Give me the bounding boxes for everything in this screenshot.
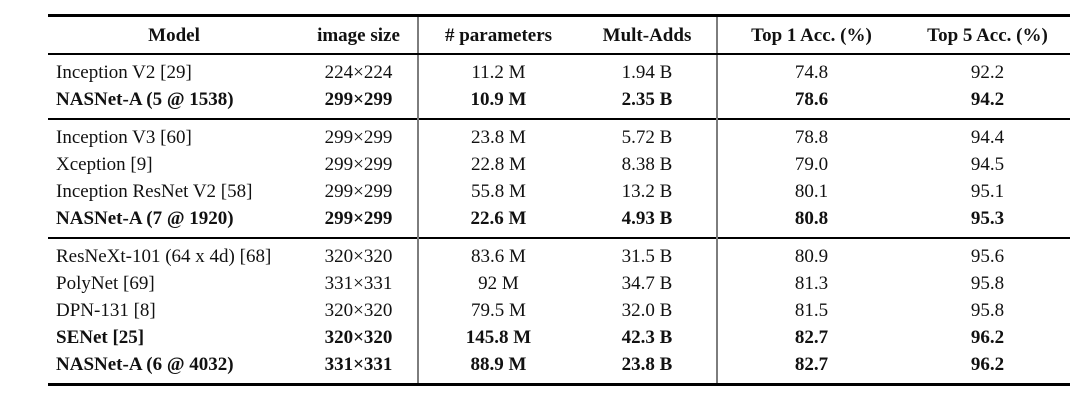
cell-model: NASNet-A (6 @ 4032) <box>56 354 234 375</box>
column-header-model: Model <box>48 15 300 55</box>
cell-image-size: 320×320 <box>300 297 419 324</box>
table-row: NASNet-A (5 @ 1538) 299×299 10.9 M 2.35 … <box>48 86 1070 119</box>
table-row: NASNet-A (7 @ 1920) 299×299 22.6 M 4.93 … <box>48 205 1070 238</box>
cell-mult-adds: 5.72 B <box>578 119 718 151</box>
cell-parameters: 83.6 M <box>471 246 526 267</box>
cell-mult-adds: 8.38 B <box>578 151 718 178</box>
cell-top1-acc: 82.7 <box>794 354 829 375</box>
cell-model: Inception ResNet V2 [58] <box>56 181 253 202</box>
table-header: Model image size # parameters Mult-Adds … <box>48 15 1070 55</box>
table-section-3: ResNeXt-101 (64 x 4d) [68] 320×320 83.6 … <box>48 238 1070 385</box>
cell-model: Xception [9] <box>56 154 153 175</box>
cell-parameters: 22.8 M <box>471 154 526 175</box>
column-header-top5-acc: Top 5 Acc. (%) <box>905 15 1070 55</box>
cell-image-size: 299×299 <box>300 178 419 205</box>
cell-top1-acc: 82.7 <box>794 327 829 348</box>
cell-mult-adds: 32.0 B <box>578 297 718 324</box>
cell-parameters: 79.5 M <box>471 300 526 321</box>
cell-top1-acc: 80.9 <box>794 246 829 267</box>
cell-model: DPN-131 [8] <box>56 300 156 321</box>
cell-image-size: 299×299 <box>300 119 419 151</box>
table-row: Xception [9] 299×299 22.8 M 8.38 B 79.0 … <box>48 151 1070 178</box>
column-header-mult-adds: Mult-Adds <box>578 15 718 55</box>
cell-mult-adds: 23.8 B <box>578 351 718 385</box>
table-row: PolyNet [69] 331×331 92 M 34.7 B 81.3 95… <box>48 270 1070 297</box>
cell-model: NASNet-A (7 @ 1920) <box>56 208 234 229</box>
table-row: Inception V3 [60] 299×299 23.8 M 5.72 B … <box>48 119 1070 151</box>
cell-top1-acc: 74.8 <box>794 62 829 83</box>
column-header-top1-acc: Top 1 Acc. (%) <box>717 15 905 55</box>
table-row: ResNeXt-101 (64 x 4d) [68] 320×320 83.6 … <box>48 238 1070 270</box>
cell-mult-adds: 13.2 B <box>578 178 718 205</box>
cell-top5-acc: 95.1 <box>970 181 1005 202</box>
cell-image-size: 331×331 <box>300 351 419 385</box>
table-row: SENet [25] 320×320 145.8 M 42.3 B 82.7 9… <box>48 324 1070 351</box>
cell-mult-adds: 4.93 B <box>578 205 718 238</box>
column-header-image-size: image size <box>300 15 419 55</box>
cell-top5-acc: 96.2 <box>970 327 1005 348</box>
cell-top1-acc: 81.5 <box>794 300 829 321</box>
cell-top5-acc: 94.4 <box>970 127 1005 148</box>
cell-image-size: 224×224 <box>300 54 419 86</box>
table-section-1: Inception V2 [29] 224×224 11.2 M 1.94 B … <box>48 54 1070 119</box>
cell-parameters: 23.8 M <box>471 127 526 148</box>
column-header-parameters: # parameters <box>418 15 578 55</box>
cell-top5-acc: 95.3 <box>970 208 1005 229</box>
cell-top1-acc: 79.0 <box>794 154 829 175</box>
cell-parameters: 145.8 M <box>465 327 532 348</box>
cell-model: Inception V3 [60] <box>56 127 192 148</box>
cell-top5-acc: 95.6 <box>970 246 1005 267</box>
cell-top5-acc: 95.8 <box>970 300 1005 321</box>
cell-top1-acc: 78.8 <box>794 127 829 148</box>
cell-parameters: 22.6 M <box>470 208 527 229</box>
cell-top1-acc: 78.6 <box>794 89 829 110</box>
cell-model: Inception V2 [29] <box>56 62 192 83</box>
cell-image-size: 320×320 <box>300 324 419 351</box>
cell-parameters: 55.8 M <box>471 181 526 202</box>
cell-image-size: 299×299 <box>300 86 419 119</box>
cell-top5-acc: 94.2 <box>970 89 1005 110</box>
cell-image-size: 299×299 <box>300 151 419 178</box>
cell-top5-acc: 94.5 <box>970 154 1005 175</box>
cell-mult-adds: 2.35 B <box>578 86 718 119</box>
cell-image-size: 320×320 <box>300 238 419 270</box>
cell-top1-acc: 80.1 <box>794 181 829 202</box>
cell-top5-acc: 96.2 <box>970 354 1005 375</box>
cell-top1-acc: 80.8 <box>794 208 829 229</box>
table-row: NASNet-A (6 @ 4032) 331×331 88.9 M 23.8 … <box>48 351 1070 385</box>
cell-image-size: 331×331 <box>300 270 419 297</box>
cell-top1-acc: 81.3 <box>794 273 829 294</box>
cell-mult-adds: 42.3 B <box>578 324 718 351</box>
cell-top5-acc: 95.8 <box>970 273 1005 294</box>
table-row: Inception V2 [29] 224×224 11.2 M 1.94 B … <box>48 54 1070 86</box>
table-section-2: Inception V3 [60] 299×299 23.8 M 5.72 B … <box>48 119 1070 238</box>
cell-model: SENet [25] <box>56 327 145 348</box>
cell-image-size: 299×299 <box>300 205 419 238</box>
header-row: Model image size # parameters Mult-Adds … <box>48 15 1070 55</box>
cell-parameters: 88.9 M <box>470 354 527 375</box>
table-row: DPN-131 [8] 320×320 79.5 M 32.0 B 81.5 9… <box>48 297 1070 324</box>
cell-parameters: 92 M <box>478 273 519 294</box>
cell-model: NASNet-A (5 @ 1538) <box>56 89 234 110</box>
cell-mult-adds: 34.7 B <box>578 270 718 297</box>
cell-model: ResNeXt-101 (64 x 4d) [68] <box>56 246 272 267</box>
model-comparison-table: Model image size # parameters Mult-Adds … <box>48 14 1070 386</box>
cell-mult-adds: 1.94 B <box>578 54 718 86</box>
cell-parameters: 10.9 M <box>470 89 527 110</box>
cell-mult-adds: 31.5 B <box>578 238 718 270</box>
cell-parameters: 11.2 M <box>471 62 526 83</box>
table-row: Inception ResNet V2 [58] 299×299 55.8 M … <box>48 178 1070 205</box>
cell-model: PolyNet [69] <box>56 273 155 294</box>
cell-top5-acc: 92.2 <box>970 62 1005 83</box>
